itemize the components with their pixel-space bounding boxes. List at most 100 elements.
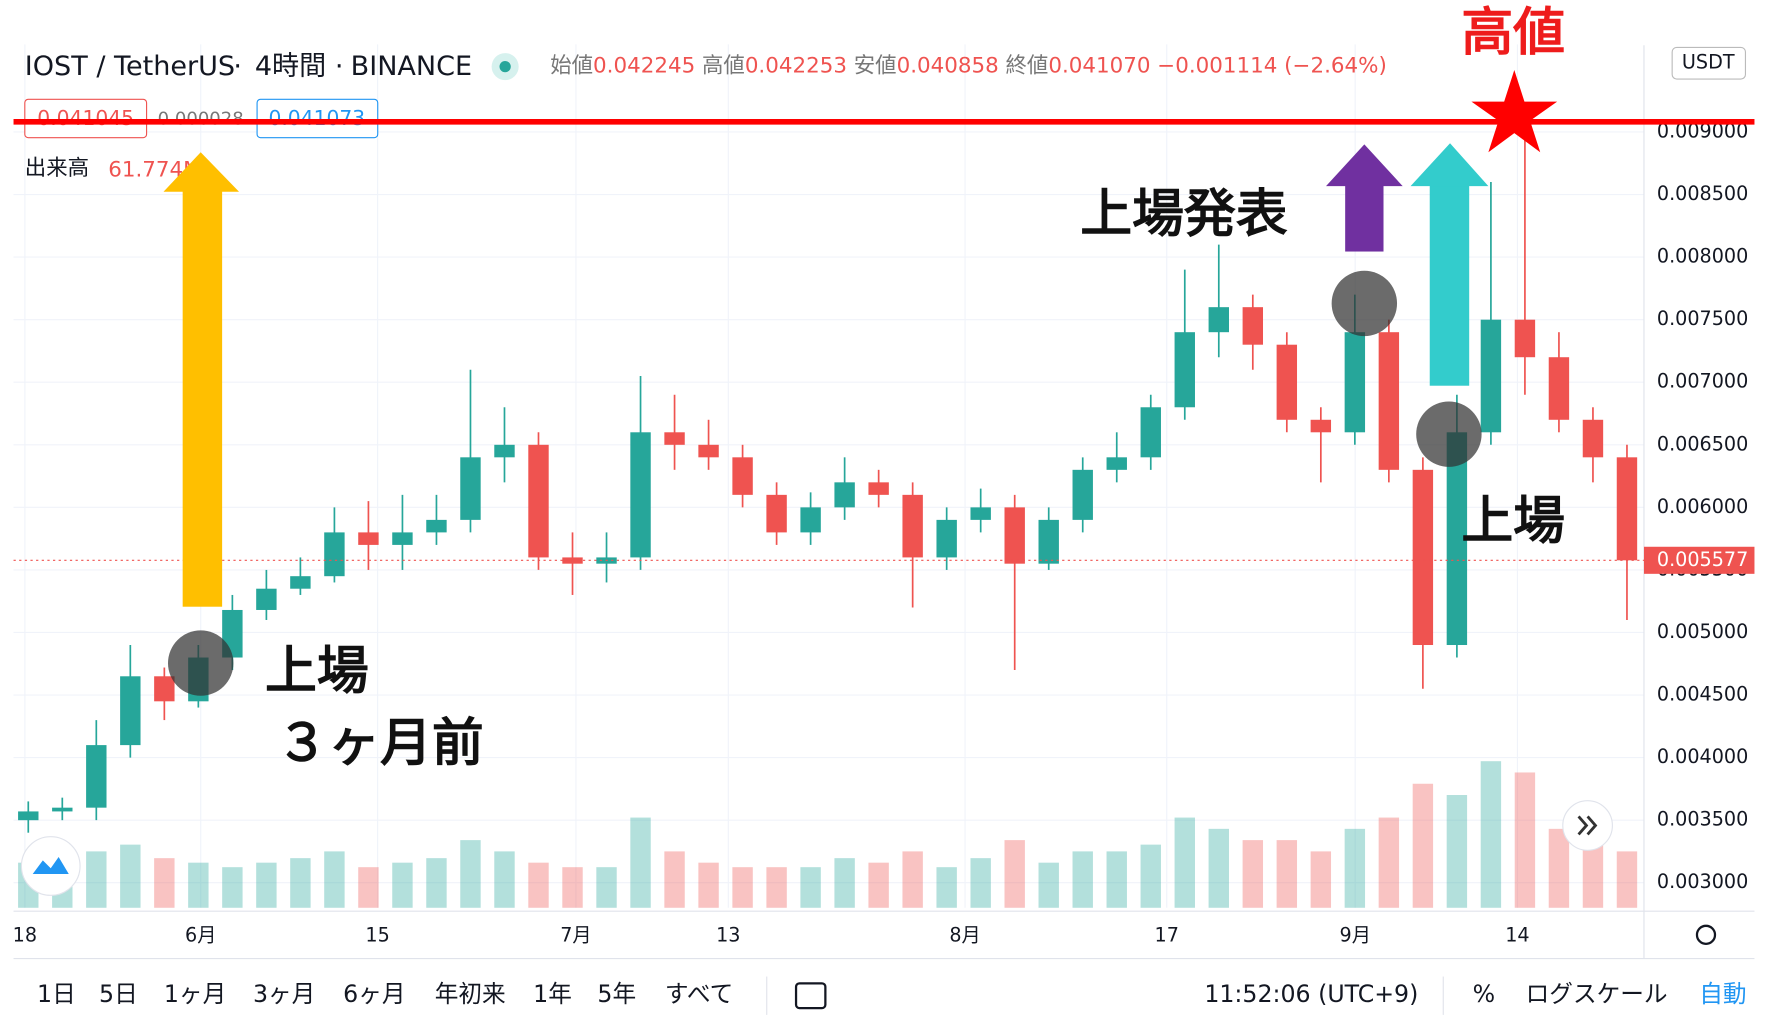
candle-body — [1548, 357, 1570, 420]
y-tick-label: 0.009000 — [1657, 119, 1748, 142]
candle-body — [834, 482, 855, 508]
volume-bar — [698, 862, 719, 908]
volume-bar — [970, 858, 991, 908]
volume-bar — [222, 867, 243, 908]
volume-bar — [290, 858, 311, 908]
ask: 0.041073 — [268, 106, 365, 130]
range-button[interactable]: 5年 — [597, 980, 636, 1008]
date-range-icon[interactable] — [794, 982, 827, 1010]
candle-body — [1480, 319, 1502, 433]
clock: 11:52:06 (UTC+9) — [1204, 980, 1418, 1008]
arrow-head — [163, 152, 240, 192]
range-button[interactable]: 3ヶ月 — [253, 980, 315, 1008]
volume-bar — [1310, 851, 1332, 908]
x-tick-label: 14 — [1505, 923, 1529, 946]
ohlc-value: 0.041070 — [1048, 54, 1150, 79]
candle-body — [1038, 519, 1059, 564]
exchange: BINANCE — [351, 51, 472, 82]
volume-bar — [256, 862, 277, 908]
x-tick-label: 17 — [1155, 923, 1179, 946]
candle-body — [1242, 307, 1264, 345]
ohlc-value: 0.040858 — [897, 54, 999, 79]
candle-body — [154, 676, 175, 702]
y-tick-label: 0.005000 — [1657, 620, 1748, 643]
range-button[interactable]: 1ヶ月 — [164, 980, 226, 1008]
volume-bar — [392, 862, 413, 908]
y-tick-label: 0.006000 — [1657, 495, 1748, 518]
auto-toggle[interactable]: 自動 — [1699, 980, 1746, 1008]
range-button[interactable]: 1日 — [37, 980, 76, 1008]
arrow-head — [1326, 144, 1403, 187]
candle-body — [52, 807, 73, 812]
volume-bar — [1514, 772, 1536, 908]
scroll-icon — [1577, 815, 1598, 836]
candle-body — [1140, 407, 1161, 458]
settings-icon[interactable] — [1695, 924, 1717, 945]
candle-body — [698, 444, 719, 458]
volume-bar — [120, 844, 141, 908]
interval[interactable]: 4時間 — [255, 51, 326, 82]
candle-body — [1616, 457, 1638, 561]
separator: · — [335, 51, 344, 82]
y-tick-label: 0.003500 — [1657, 808, 1748, 831]
volume-bar — [1582, 840, 1604, 908]
volume-bar — [1140, 844, 1161, 908]
candle-body — [86, 745, 107, 808]
currency-box[interactable] — [1671, 46, 1747, 80]
x-tick-label: 7月 — [560, 923, 591, 946]
highlight-circle — [168, 630, 234, 696]
arrow-head — [1410, 143, 1489, 187]
y-tick-label: 0.007500 — [1657, 307, 1748, 330]
ohlc-value: 0.042245 — [593, 54, 695, 79]
candle-body — [1072, 469, 1093, 520]
last-price-label: 0.005577 — [1657, 548, 1748, 571]
volume-bar — [596, 867, 617, 908]
y-tick-label: 0.008500 — [1657, 182, 1748, 205]
x-tick-label: 18 — [13, 923, 37, 946]
y-tick-label: 0.004500 — [1657, 683, 1748, 706]
range-button[interactable]: 年初来 — [435, 980, 506, 1008]
candle-body — [766, 494, 787, 533]
candle-body — [358, 532, 379, 545]
annotation: 上場 — [1461, 491, 1565, 551]
candle-body — [1174, 332, 1195, 408]
candle-body — [324, 532, 345, 577]
logo-button[interactable] — [20, 836, 81, 896]
volume-bar — [766, 867, 787, 908]
volume-bar — [1242, 840, 1264, 908]
y-tick-label: 0.008000 — [1657, 245, 1748, 268]
range-button[interactable]: 6ヶ月 — [343, 980, 405, 1008]
candle-body — [1344, 332, 1366, 433]
currency[interactable]: USDT — [1682, 51, 1735, 74]
candle-body — [1582, 419, 1604, 458]
candle-body — [1276, 344, 1298, 420]
volume-bar — [494, 851, 515, 908]
arrow-shaft — [1429, 183, 1470, 386]
candle-body — [256, 588, 277, 610]
log-toggle[interactable]: ログスケール — [1526, 980, 1668, 1008]
x-tick-label: 6月 — [185, 923, 216, 946]
candle-layer — [18, 124, 1638, 833]
ohlc-label: 始値 — [550, 54, 593, 79]
percent-toggle[interactable]: % — [1473, 980, 1495, 1008]
volume-bar — [1106, 851, 1127, 908]
ohlc-value: 0.042253 — [745, 54, 847, 79]
y-tick-label: 0.003000 — [1657, 870, 1748, 893]
range-button[interactable]: 5日 — [99, 980, 138, 1008]
volume-bar — [324, 851, 345, 908]
x-tick-label: 15 — [365, 923, 389, 946]
last-price-tag — [1643, 546, 1755, 574]
range-button[interactable]: すべて — [665, 980, 733, 1008]
ohlc: 始値0.042245 高値0.042253 安値0.040858 終値0.041… — [550, 54, 1387, 79]
symbol[interactable]: IOST / TetherUS — [25, 51, 235, 82]
arrow-shaft — [1345, 183, 1384, 252]
logo-icon — [32, 857, 69, 874]
volume-bar — [86, 851, 107, 908]
x-tick-label: 13 — [716, 923, 740, 946]
candle-body — [290, 576, 311, 589]
volume-bar — [732, 867, 753, 908]
volume-bar — [358, 867, 379, 908]
candle-body — [800, 507, 821, 533]
range-button[interactable]: 1年 — [533, 980, 572, 1008]
